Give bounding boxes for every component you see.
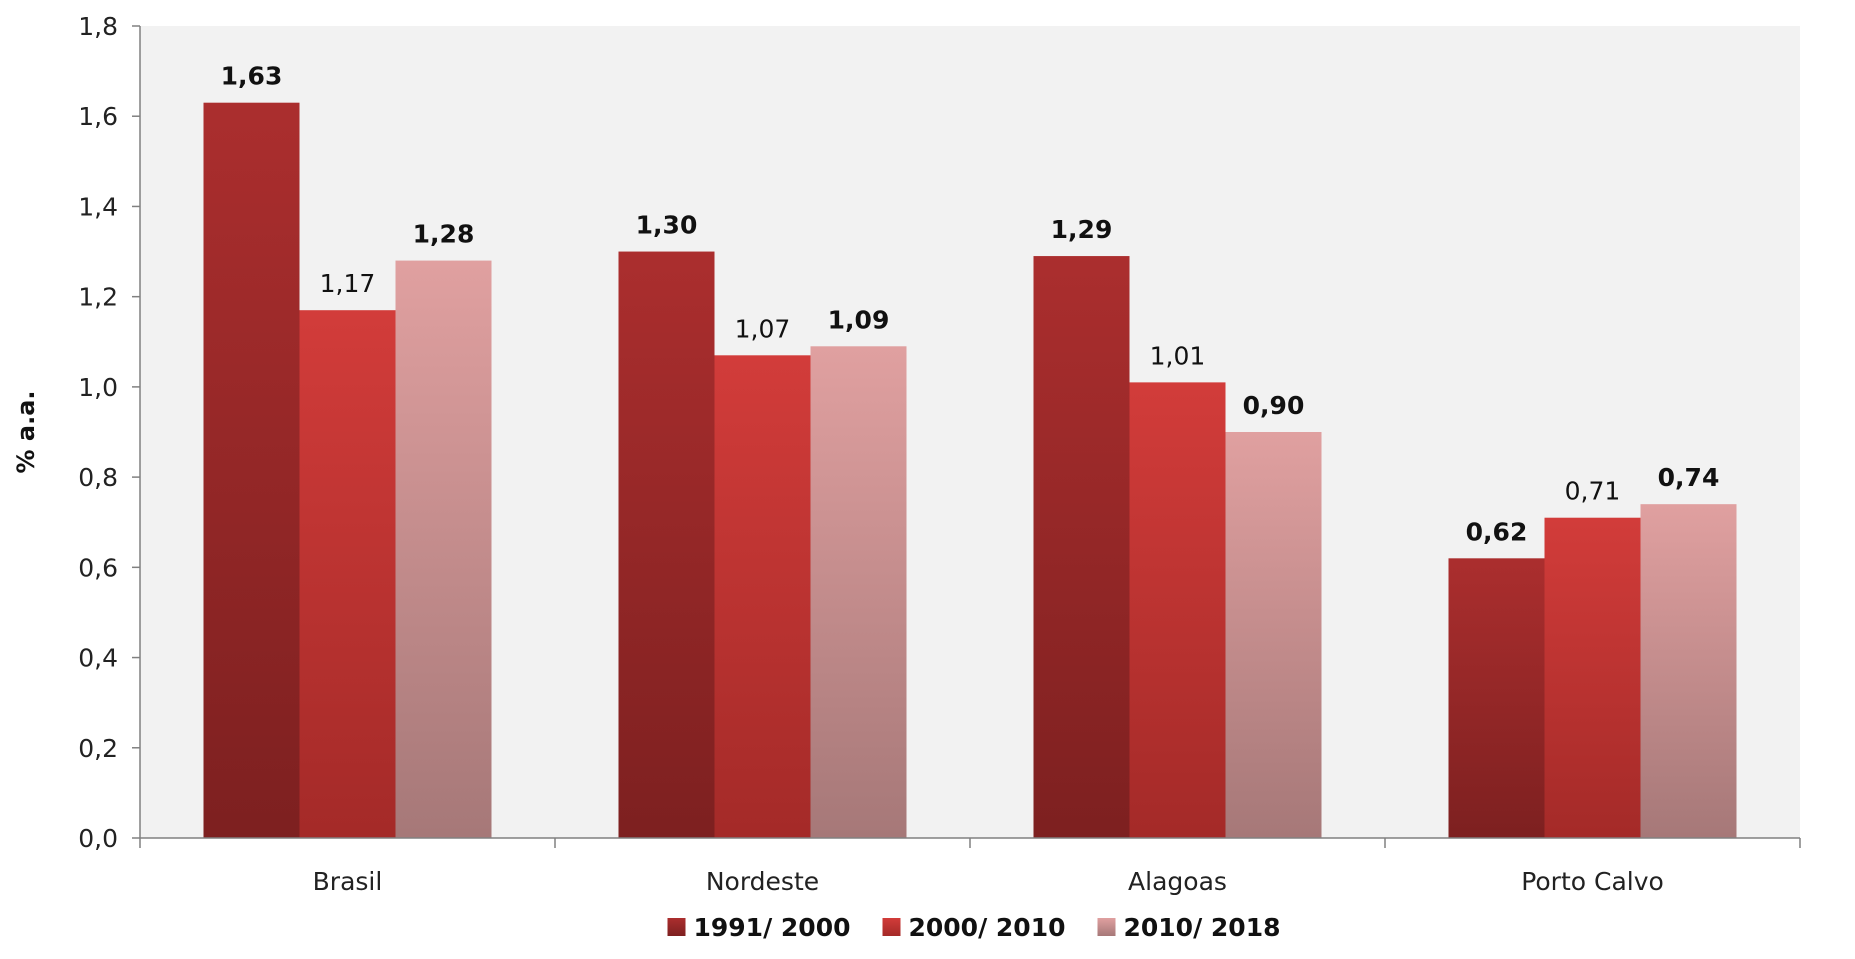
bar-brasil-2010-2018 bbox=[395, 260, 492, 839]
legend-item-2010-2018: 2010/ 2018 bbox=[1097, 913, 1281, 942]
data-label-nordeste-2010-2018: 1,09 bbox=[828, 305, 890, 334]
y-tick-label: 1,4 bbox=[78, 192, 118, 221]
bar-porto-calvo-2010-2018 bbox=[1640, 504, 1737, 838]
bar-nordeste-1991-2000 bbox=[618, 251, 715, 839]
bar-nordeste-2010-2018 bbox=[810, 346, 907, 838]
legend-label: 2000/ 2010 bbox=[909, 913, 1066, 942]
bar-porto-calvo-1991-2000 bbox=[1448, 558, 1545, 838]
legend-swatch bbox=[1097, 918, 1116, 936]
x-tick-label-alagoas: Alagoas bbox=[1128, 867, 1227, 896]
legend-swatch bbox=[667, 918, 686, 936]
y-tick-label: 0,2 bbox=[78, 734, 118, 763]
y-tick-label: 1,6 bbox=[78, 102, 118, 131]
data-labels-layer: 1,63 1,17 1,28 1,30 1,07 1,09 1,29 1,01 0,90 0,62… bbox=[221, 62, 1720, 547]
bar-alagoas-2000-2010 bbox=[1129, 382, 1226, 838]
bars-layer bbox=[203, 102, 1737, 839]
y-tick-label: 1,2 bbox=[78, 283, 118, 312]
data-label-nordeste-2000-2010: 1,07 bbox=[735, 314, 791, 343]
bar-alagoas-1991-2000 bbox=[1033, 256, 1130, 839]
legend-label: 1991/ 2000 bbox=[694, 913, 851, 942]
x-tick-label-brasil: Brasil bbox=[313, 867, 383, 896]
bar-brasil-2000-2010 bbox=[299, 310, 396, 838]
data-label-brasil-2010-2018: 1,28 bbox=[413, 220, 475, 249]
data-label-porto-calvo-2010-2018: 0,74 bbox=[1658, 463, 1720, 492]
data-label-alagoas-2000-2010: 1,01 bbox=[1150, 341, 1206, 370]
legend-item-2000-2010: 2000/ 2010 bbox=[882, 913, 1066, 942]
legend-item-1991-2000: 1991/ 2000 bbox=[667, 913, 851, 942]
y-tick-label: 0,4 bbox=[78, 644, 118, 673]
x-tick-label-nordeste: Nordeste bbox=[706, 867, 819, 896]
data-label-porto-calvo-2000-2010: 0,71 bbox=[1565, 477, 1621, 506]
y-tick-label: 0,8 bbox=[78, 463, 118, 492]
bar-brasil-1991-2000 bbox=[203, 102, 300, 838]
data-label-brasil-1991-2000: 1,63 bbox=[221, 62, 283, 91]
data-label-porto-calvo-1991-2000: 0,62 bbox=[1466, 517, 1528, 546]
data-label-alagoas-2010-2018: 0,90 bbox=[1243, 391, 1305, 420]
bar-nordeste-2000-2010 bbox=[714, 355, 811, 838]
y-tick-label: 0,6 bbox=[78, 553, 118, 582]
axes-layer: 0,0 0,2 0,4 0,6 0,8 1,0 1,2 1,4 1,6 1,8 Brasil Nord… bbox=[78, 12, 1801, 896]
y-axis-label: % a.a. bbox=[12, 390, 40, 473]
data-label-brasil-2000-2010: 1,17 bbox=[320, 269, 376, 298]
x-tick-label-porto-calvo: Porto Calvo bbox=[1521, 867, 1664, 896]
legend: 1991/ 2000 2000/ 2010 2010/ 2018 bbox=[667, 913, 1281, 942]
y-tick-label: 0,0 bbox=[78, 824, 118, 853]
legend-swatch bbox=[882, 918, 901, 936]
bar-porto-calvo-2000-2010 bbox=[1544, 517, 1641, 838]
y-tick-label: 1,0 bbox=[78, 373, 118, 402]
data-label-nordeste-1991-2000: 1,30 bbox=[636, 211, 698, 240]
bar-alagoas-2010-2018 bbox=[1225, 432, 1322, 838]
legend-label: 2010/ 2018 bbox=[1124, 913, 1281, 942]
data-label-alagoas-1991-2000: 1,29 bbox=[1051, 215, 1113, 244]
y-tick-label: 1,8 bbox=[78, 12, 118, 41]
